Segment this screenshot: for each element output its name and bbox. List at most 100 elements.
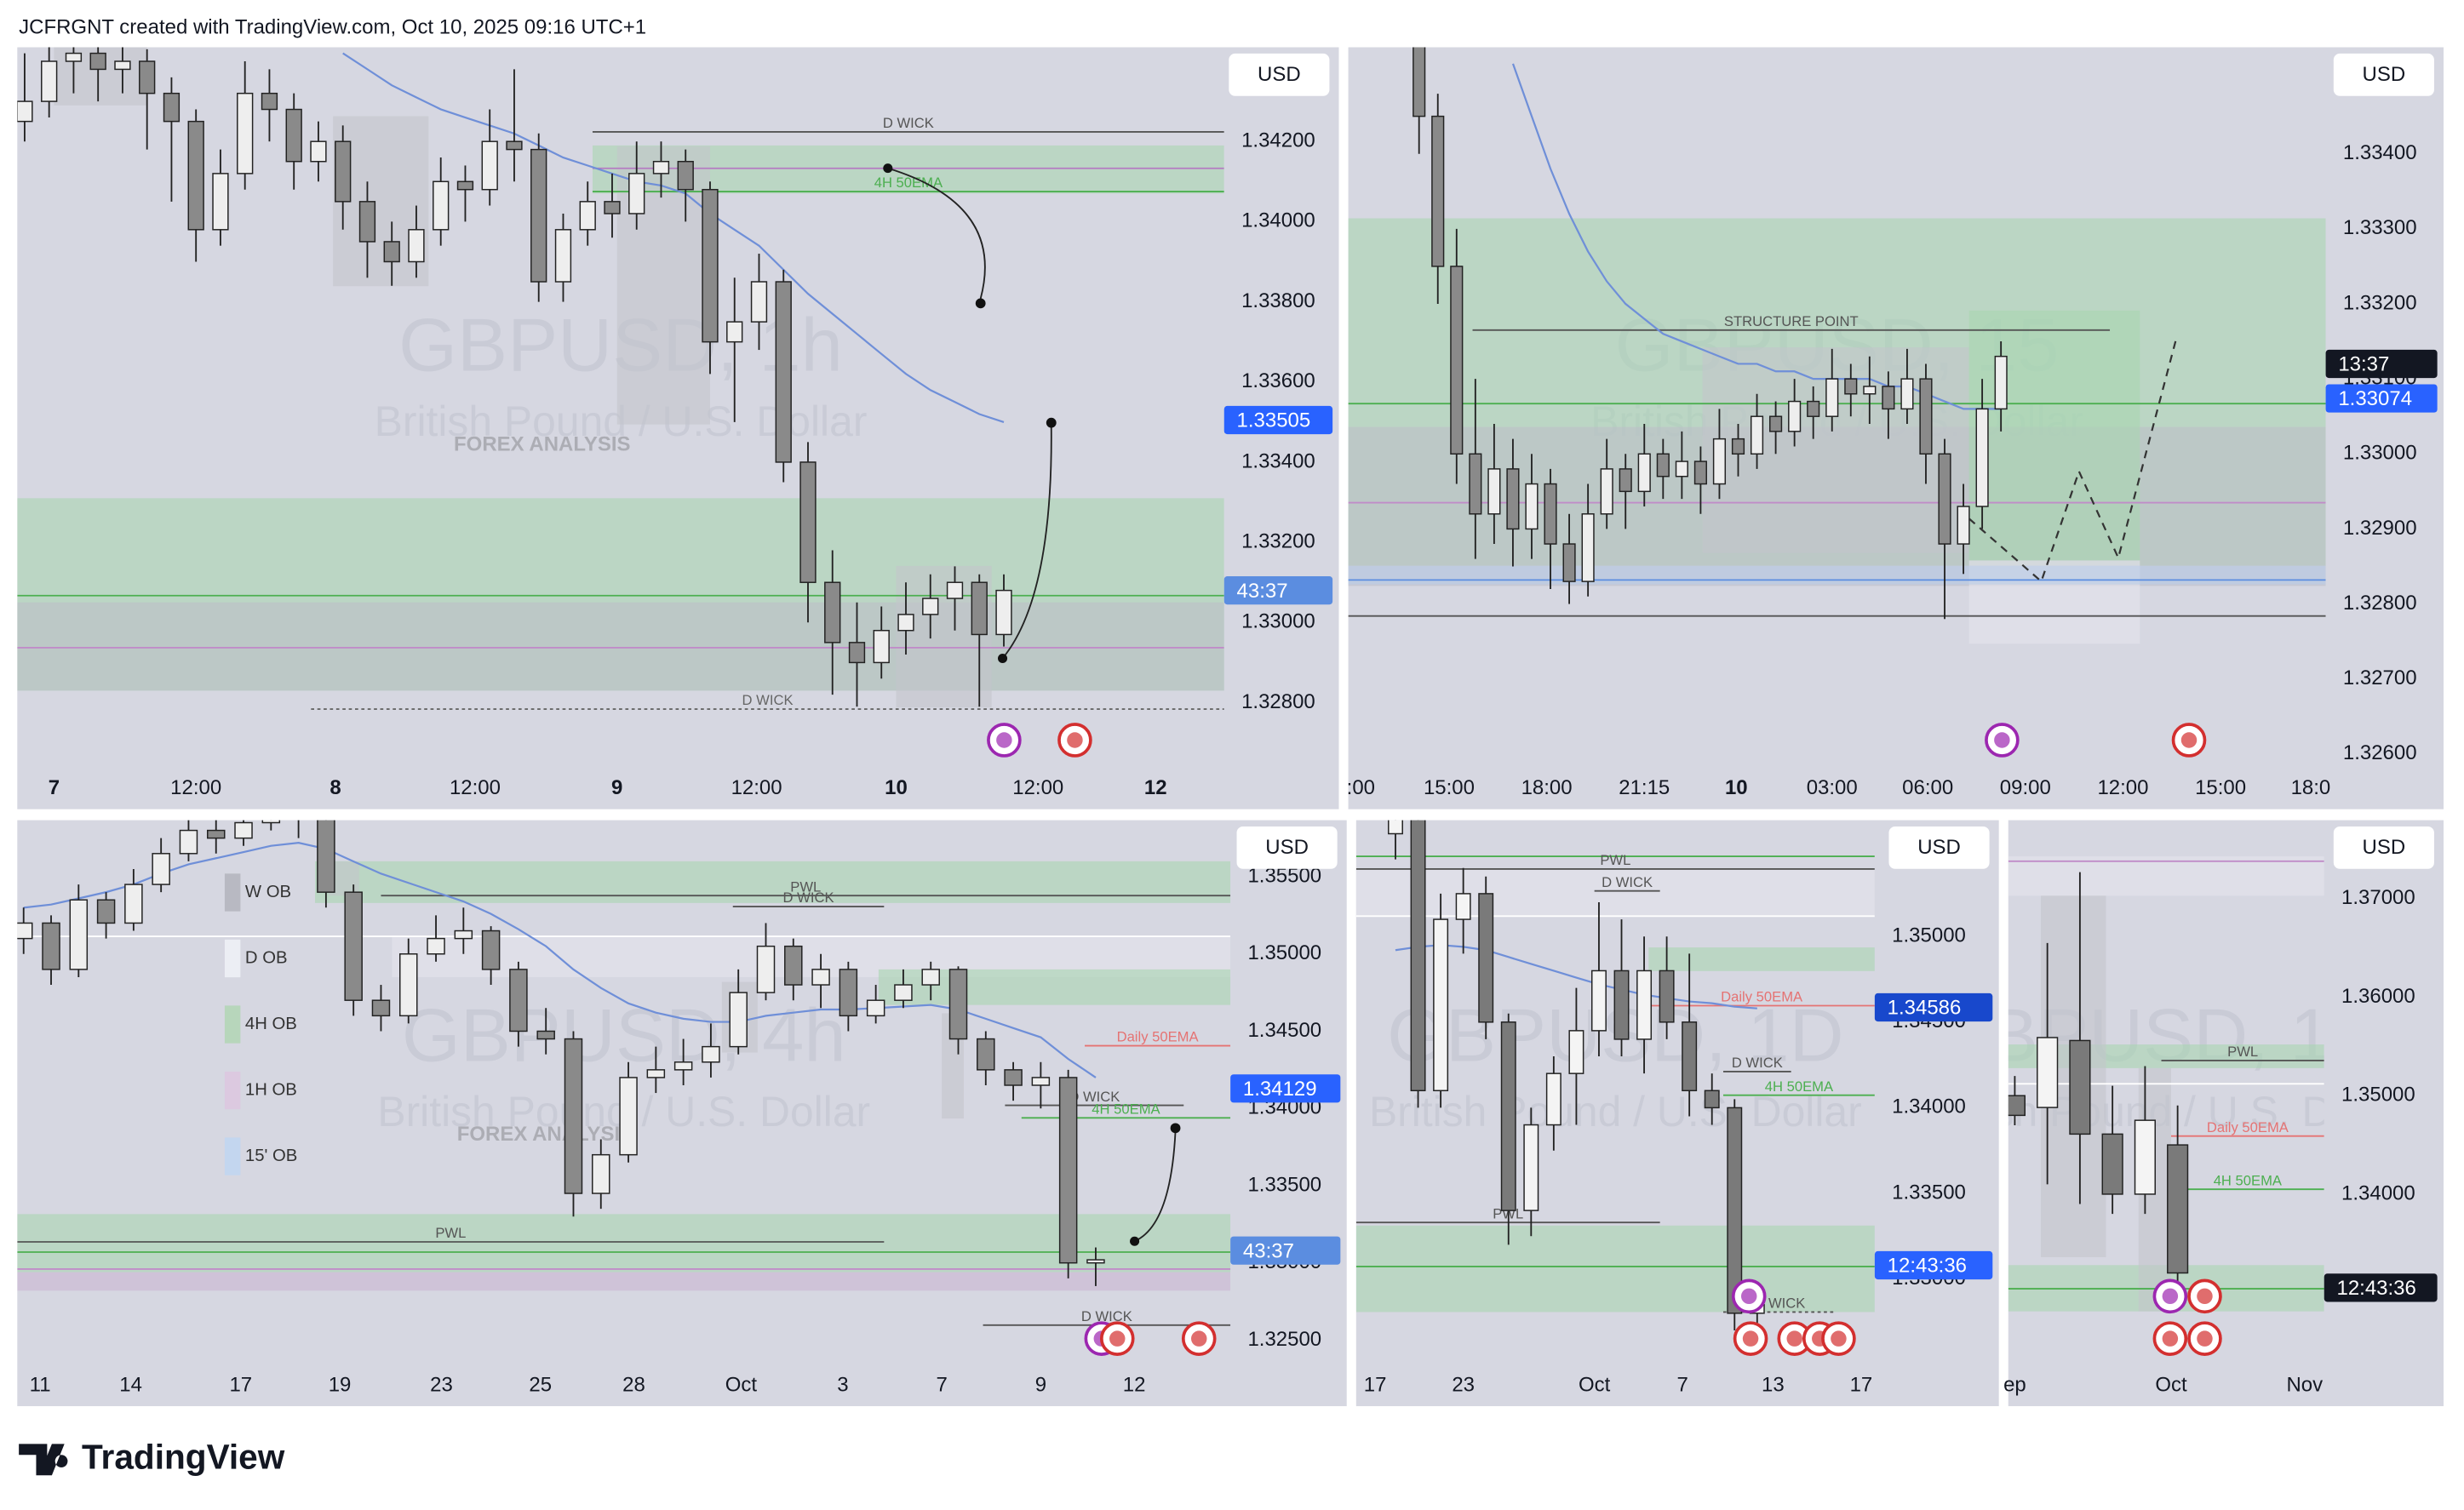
y-tick-label: 1.33200 [2343,291,2417,314]
candle-body [152,853,170,885]
candle-body [579,201,596,231]
candle-body [1731,438,1745,455]
candle-body [848,642,866,664]
candle-body [536,1030,555,1040]
currency-box[interactable] [2333,53,2434,96]
y-tick-label: 1.33500 [1247,1173,1321,1196]
price-tag [1874,1250,1993,1280]
price-tag [1223,576,1333,605]
event-icon-core [2197,1288,2213,1305]
price-tag [2324,1273,2438,1302]
currency-box[interactable] [1888,826,1990,869]
candle-body [234,821,253,839]
candle-body [1410,820,1426,1092]
x-tick-label: 7 [1677,1373,1688,1396]
arrow-head [975,298,986,309]
zone [1355,1225,1875,1313]
candle-body [2069,1039,2091,1135]
level-label: PWL [2227,1044,2258,1060]
arrow-curve [887,167,986,300]
x-tick-label: 3 [837,1373,848,1396]
candle-body [1637,453,1651,493]
candle-body [1544,483,1557,545]
currency-box[interactable] [2333,826,2434,869]
candle-body [433,180,450,231]
x-tick-label: 17 [1364,1373,1387,1396]
candle-body [1863,386,1877,395]
x-tick-label: 9 [611,776,622,799]
x-tick-label: ep [2003,1373,2026,1396]
candle-body [1900,378,1914,410]
candle-body [310,140,327,163]
candle-body [977,1038,995,1071]
candle-body [824,581,841,643]
candle-body [1487,468,1501,515]
currency-box[interactable] [1236,826,1338,869]
y-tick-label: 1.34200 [1241,129,1315,152]
event-icon-core [2162,1330,2179,1347]
candle-body [237,92,254,174]
level-label: D WICK [783,889,834,906]
candle-body [456,180,474,191]
level-label: STRUCTURE POINT [1724,313,1859,329]
y-tick-label: 1.33200 [1241,529,1315,552]
candle-body [506,140,523,151]
y-tick-label: 1.33000 [1241,610,1315,633]
candle-body [187,120,204,231]
annotations [883,163,2222,1356]
candle-body [89,52,106,71]
level-label: D WICK [1602,874,1653,890]
candle-body [2167,1144,2189,1274]
candle-body [481,929,501,970]
candle-body [2134,1119,2156,1195]
candle-body [1769,415,1783,432]
price-tag-label: 43:37 [1243,1239,1294,1262]
candle-body [839,969,858,1017]
x-tick-label: 09:00 [2000,776,2051,799]
candle-body [17,922,33,940]
candle-body [1433,918,1449,1092]
candle-body [1882,386,1895,410]
y-tick-label: 1.33500 [1892,1181,1966,1204]
event-icon-core [1740,1288,1757,1305]
currency-label: USD [1917,836,1961,859]
candle-body [1994,355,2008,410]
candle-body [114,60,131,71]
level-label: 4H 50EMA [2214,1172,2283,1188]
arrow-curve [1134,1130,1177,1243]
candle-body [2008,1095,2026,1117]
candle-body [1525,483,1539,530]
level-label: 4H 50EMA [1765,1078,1834,1095]
candle-body [344,891,363,1001]
candle-body [1455,893,1471,920]
candle-body [866,999,885,1017]
level-label: D WICK [1732,1055,1783,1071]
candle-body [1031,1077,1051,1086]
candle-body [17,100,33,123]
y-tick-label: 1.33000 [2343,442,2417,465]
price-tag [1874,992,1993,1022]
watermark-title: GBPUSD, 4h [402,993,846,1078]
candle-body [756,945,776,993]
watermark-logo: FOREX ANALYSIS [454,432,630,455]
x-tick-label: 12:00 [731,776,782,799]
currency-box[interactable] [1229,53,1330,96]
candle-body [1727,1107,1743,1314]
candle-body [530,148,547,283]
level-label: D WICK [1754,1296,1805,1312]
zone [17,602,1224,691]
candle-body [1600,468,1613,515]
legend-label: 15' OB [245,1147,297,1165]
currency-label: USD [2363,836,2406,859]
level-label: 4H 50EMA [1092,1101,1160,1117]
candle-body [1500,1021,1516,1211]
x-tick-label: 10 [1725,776,1748,799]
candle-body [335,140,352,203]
x-tick-label: 11 [30,1373,51,1396]
x-tick-label: 7 [936,1373,947,1396]
x-tick-label: 15:00 [1424,776,1475,799]
x-tick-label: 12:00 [1012,776,1063,799]
candle-body [509,969,528,1032]
candle-body [894,984,913,1001]
candle-body [1659,969,1675,1023]
